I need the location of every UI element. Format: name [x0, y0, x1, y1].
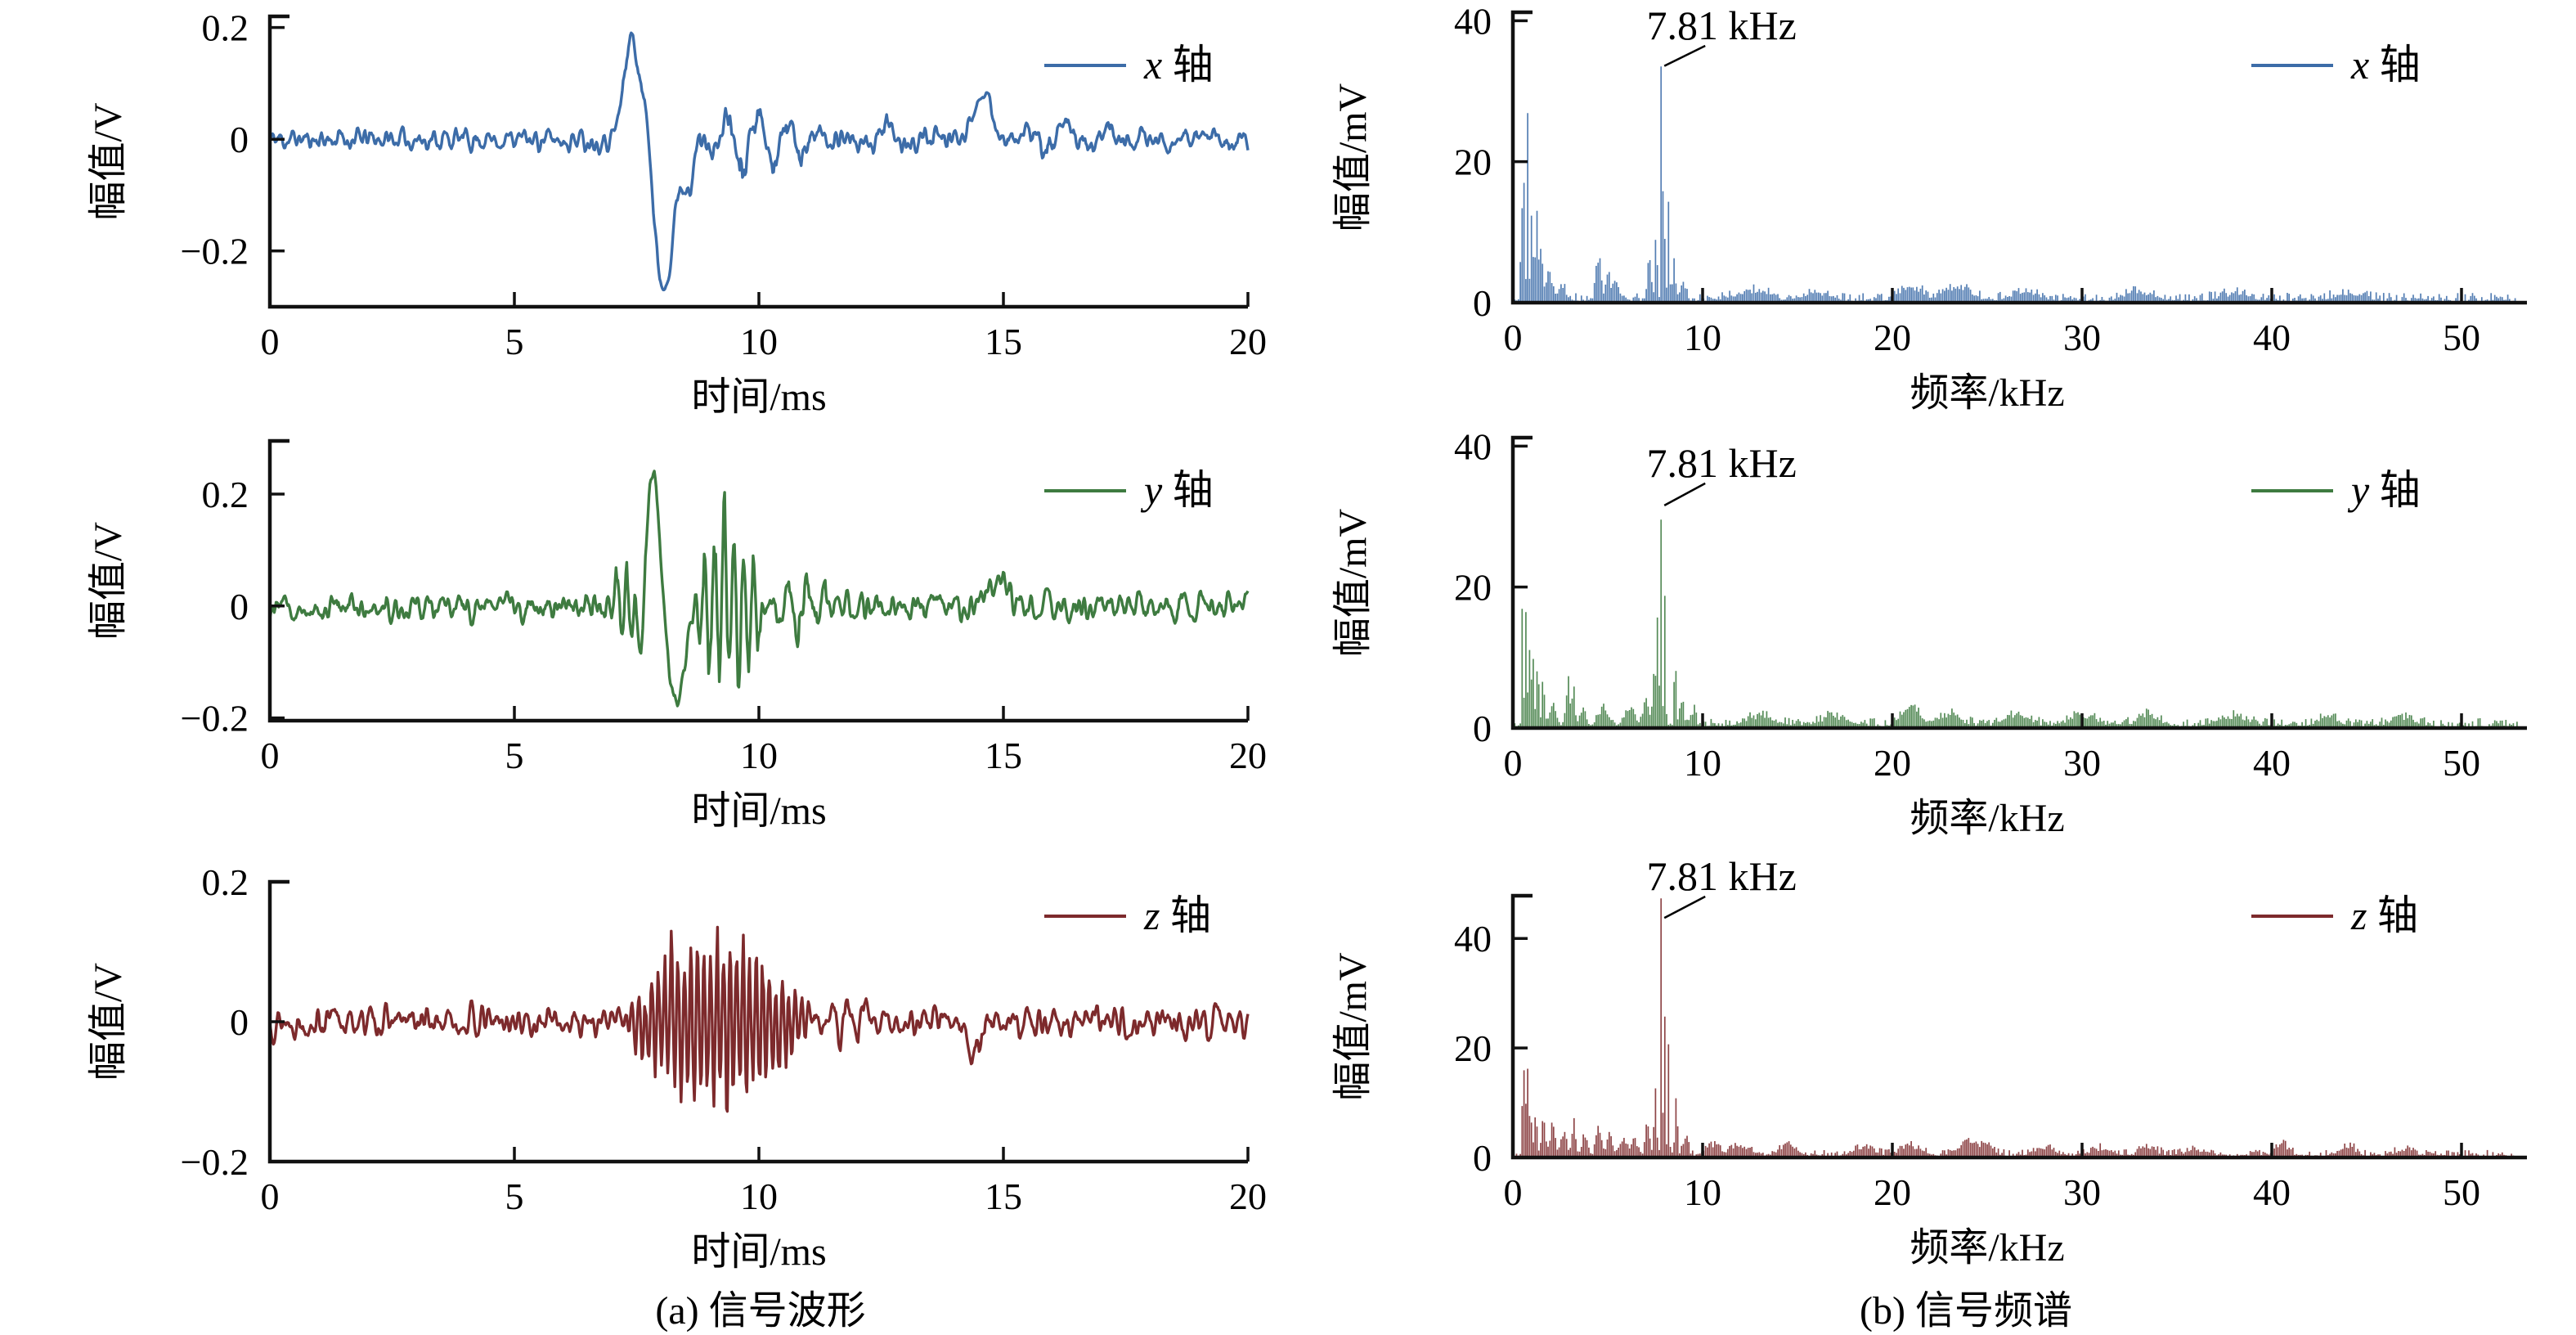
- svg-text:幅值/mV: 幅值/mV: [1331, 952, 1375, 1101]
- svg-text:y 轴: y 轴: [2347, 467, 2421, 513]
- spectrum-z-plot: 0 20 40 0 10 20 30 40 50 频率/kHz 幅值/mV z 轴 7.81 kHz: [1331, 853, 2527, 1270]
- svg-text:10: 10: [740, 1175, 778, 1217]
- svg-text:40: 40: [2253, 317, 2291, 358]
- svg-text:40: 40: [2253, 742, 2291, 784]
- caption-panel-a: (a) 信号波形: [655, 1289, 866, 1333]
- svg-text:40: 40: [1454, 918, 1492, 960]
- svg-text:7.81 kHz: 7.81 kHz: [1647, 2, 1797, 48]
- svg-text:30: 30: [2063, 1171, 2101, 1213]
- svg-text:幅值/mV: 幅值/mV: [1331, 508, 1375, 657]
- svg-text:幅值/V: 幅值/V: [87, 102, 130, 220]
- svg-text:0: 0: [1504, 1171, 1523, 1213]
- subplot-spectrum-x: 0 20 40 0 10 20 30 40 50 频率/kHz 幅值/mV x 轴 7.81 kHz: [1288, 0, 2576, 425]
- svg-text:0: 0: [1504, 317, 1523, 358]
- svg-text:20: 20: [1229, 735, 1267, 776]
- svg-text:幅值/mV: 幅值/mV: [1331, 83, 1375, 231]
- svg-text:5: 5: [505, 321, 524, 362]
- svg-text:时间/ms: 时间/ms: [691, 789, 826, 833]
- waveform-z-plot: 0.2 0 −0.2 0 5 10 15 20 时间/ms 幅值/V z 轴: [87, 861, 1267, 1274]
- subplot-waveform-x: 0.2 0 −0.2 0 5 10 15 20 时间/ms 幅值/V x 轴: [0, 0, 1288, 425]
- svg-text:20: 20: [1229, 321, 1267, 362]
- svg-text:0: 0: [261, 735, 280, 776]
- svg-text:50: 50: [2443, 742, 2480, 784]
- svg-text:20: 20: [1874, 742, 1911, 784]
- svg-text:15: 15: [985, 321, 1022, 362]
- svg-text:0: 0: [1473, 708, 1492, 749]
- svg-text:7.81 kHz: 7.81 kHz: [1647, 853, 1797, 899]
- svg-text:频率/kHz: 频率/kHz: [1910, 797, 2064, 840]
- svg-text:0.2: 0.2: [202, 474, 249, 515]
- svg-text:30: 30: [2063, 317, 2101, 358]
- svg-text:50: 50: [2443, 317, 2480, 358]
- svg-text:0: 0: [230, 1001, 249, 1043]
- subplot-spectrum-z: 0 20 40 0 10 20 30 40 50 频率/kHz 幅值/mV z 轴 7.81 kHz: [1288, 851, 2576, 1276]
- svg-text:y 轴: y 轴: [1140, 467, 1214, 513]
- svg-text:时间/ms: 时间/ms: [691, 1230, 826, 1274]
- svg-text:10: 10: [1684, 742, 1721, 784]
- svg-text:0: 0: [261, 321, 280, 362]
- svg-text:−0.2: −0.2: [181, 231, 249, 272]
- svg-text:0: 0: [230, 586, 249, 627]
- waveform-y-plot: 0.2 0 −0.2 0 5 10 15 20 时间/ms 幅值/V y 轴: [87, 438, 1267, 833]
- svg-text:−0.2: −0.2: [181, 698, 249, 739]
- svg-text:10: 10: [1684, 317, 1721, 358]
- svg-text:20: 20: [1874, 317, 1911, 358]
- caption-panel-b: (b) 信号频谱: [1860, 1289, 2072, 1333]
- svg-text:10: 10: [740, 321, 778, 362]
- svg-text:20: 20: [1454, 142, 1492, 183]
- waveform-x-plot: 0.2 0 −0.2 0 5 10 15 20 时间/ms 幅值/V x 轴: [87, 7, 1267, 419]
- svg-text:20: 20: [1454, 1027, 1492, 1069]
- svg-text:频率/kHz: 频率/kHz: [1910, 371, 2064, 415]
- svg-text:0: 0: [1504, 742, 1523, 784]
- svg-text:5: 5: [505, 1175, 524, 1217]
- subplot-waveform-z: 0.2 0 −0.2 0 5 10 15 20 时间/ms 幅值/V z 轴: [0, 851, 1288, 1276]
- svg-text:0: 0: [230, 119, 249, 160]
- svg-text:20: 20: [1454, 567, 1492, 609]
- svg-text:20: 20: [1874, 1171, 1911, 1213]
- svg-text:20: 20: [1229, 1175, 1267, 1217]
- svg-text:幅值/V: 幅值/V: [87, 522, 130, 640]
- svg-text:x 轴: x 轴: [2350, 42, 2421, 88]
- svg-text:z 轴: z 轴: [1143, 892, 1211, 938]
- svg-text:15: 15: [985, 1175, 1022, 1217]
- svg-text:40: 40: [1454, 425, 1492, 467]
- spectrum-x-plot: 0 20 40 0 10 20 30 40 50 频率/kHz 幅值/mV x 轴 7.81 kHz: [1331, 0, 2527, 415]
- svg-text:幅值/V: 幅值/V: [87, 963, 130, 1081]
- svg-text:50: 50: [2443, 1171, 2480, 1213]
- svg-text:10: 10: [740, 735, 778, 776]
- svg-text:10: 10: [1684, 1171, 1721, 1213]
- svg-text:0: 0: [1473, 1137, 1492, 1179]
- subplot-spectrum-y: 0 20 40 0 10 20 30 40 50 频率/kHz 幅值/mV y 轴 7.81 kHz: [1288, 425, 2576, 851]
- svg-text:7.81 kHz: 7.81 kHz: [1647, 440, 1797, 486]
- svg-text:0: 0: [1473, 282, 1492, 324]
- svg-text:频率/kHz: 频率/kHz: [1910, 1226, 2064, 1270]
- svg-text:0.2: 0.2: [202, 861, 249, 903]
- svg-text:z 轴: z 轴: [2350, 892, 2418, 938]
- svg-text:x 轴: x 轴: [1143, 42, 1214, 88]
- subplot-waveform-y: 0.2 0 −0.2 0 5 10 15 20 时间/ms 幅值/V y 轴: [0, 425, 1288, 851]
- spectrum-y-plot: 0 20 40 0 10 20 30 40 50 频率/kHz 幅值/mV y 轴 7.81 kHz: [1331, 425, 2527, 840]
- svg-text:−0.2: −0.2: [181, 1141, 249, 1183]
- svg-text:5: 5: [505, 735, 524, 776]
- svg-text:40: 40: [2253, 1171, 2291, 1213]
- svg-text:0.2: 0.2: [202, 7, 249, 49]
- svg-text:30: 30: [2063, 742, 2101, 784]
- svg-text:15: 15: [985, 735, 1022, 776]
- svg-text:0: 0: [261, 1175, 280, 1217]
- svg-text:时间/ms: 时间/ms: [691, 375, 826, 419]
- svg-text:40: 40: [1454, 0, 1492, 42]
